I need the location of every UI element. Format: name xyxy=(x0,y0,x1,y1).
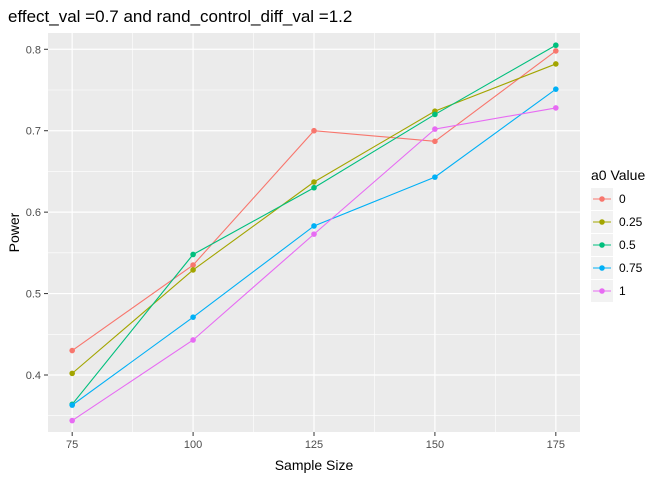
legend-key-point xyxy=(599,288,605,294)
y-tick-label: 0.5 xyxy=(26,289,41,301)
y-axis: 0.4 0.5 0.6 0.7 0.8 xyxy=(26,44,48,382)
x-tick-label: 175 xyxy=(547,439,565,451)
legend-label: 0.5 xyxy=(619,238,636,252)
series-layer xyxy=(69,42,559,424)
data-point xyxy=(69,347,75,354)
legend: a0 Value 0 0.25 0.5 0.75 1 xyxy=(591,167,645,302)
legend-item: 0 xyxy=(591,188,626,210)
legend-key-point xyxy=(599,196,605,202)
data-point xyxy=(432,138,438,145)
x-tick-label: 125 xyxy=(305,439,323,451)
data-point xyxy=(190,337,196,343)
y-tick-label: 0.8 xyxy=(26,44,41,56)
y-tick-label: 0.4 xyxy=(26,370,41,382)
legend-label: 1 xyxy=(619,284,626,298)
data-point xyxy=(69,370,75,377)
data-point xyxy=(553,105,559,111)
data-point xyxy=(311,127,317,134)
legend-key-point xyxy=(599,242,605,248)
data-point xyxy=(432,174,438,180)
legend-label: 0.25 xyxy=(619,215,643,229)
data-point xyxy=(69,402,75,408)
series-1 xyxy=(69,105,559,424)
data-point xyxy=(190,267,196,273)
data-point xyxy=(432,126,438,132)
legend-item: 0.25 xyxy=(591,211,643,233)
data-point xyxy=(553,42,559,49)
series-0 xyxy=(69,48,559,354)
legend-key-point xyxy=(599,219,605,225)
legend-label: 0 xyxy=(619,192,626,206)
data-point xyxy=(190,251,196,258)
legend-items: 0 0.25 0.5 0.75 1 xyxy=(591,188,643,302)
x-tick-label: 75 xyxy=(66,439,78,451)
legend-key-point xyxy=(599,265,605,271)
legend-item: 0.5 xyxy=(591,234,636,256)
data-point xyxy=(190,262,196,268)
legend-item: 1 xyxy=(591,280,626,302)
data-point xyxy=(553,86,559,92)
x-tick-label: 150 xyxy=(426,439,444,451)
data-point xyxy=(553,48,559,54)
data-point xyxy=(69,417,75,424)
data-point xyxy=(311,179,317,185)
x-axis: 75 100 125 150 175 xyxy=(66,432,565,451)
series-0-75 xyxy=(69,86,559,408)
chart-title: effect_val =0.7 and rand_control_diff_va… xyxy=(8,7,352,26)
data-point xyxy=(190,314,196,320)
legend-item: 0.75 xyxy=(591,257,643,279)
data-point xyxy=(553,61,559,67)
data-point xyxy=(432,111,438,118)
legend-title: a0 Value xyxy=(591,167,645,183)
y-tick-label: 0.7 xyxy=(26,126,41,138)
data-point xyxy=(311,223,317,229)
series-0-5 xyxy=(69,42,559,408)
y-axis-title: Power xyxy=(6,212,22,252)
major-gridlines xyxy=(48,33,580,432)
data-point xyxy=(311,231,317,237)
x-tick-label: 100 xyxy=(184,439,202,451)
x-axis-title: Sample Size xyxy=(275,457,354,473)
legend-label: 0.75 xyxy=(619,261,643,275)
y-tick-label: 0.6 xyxy=(26,207,41,219)
data-point xyxy=(311,184,317,191)
